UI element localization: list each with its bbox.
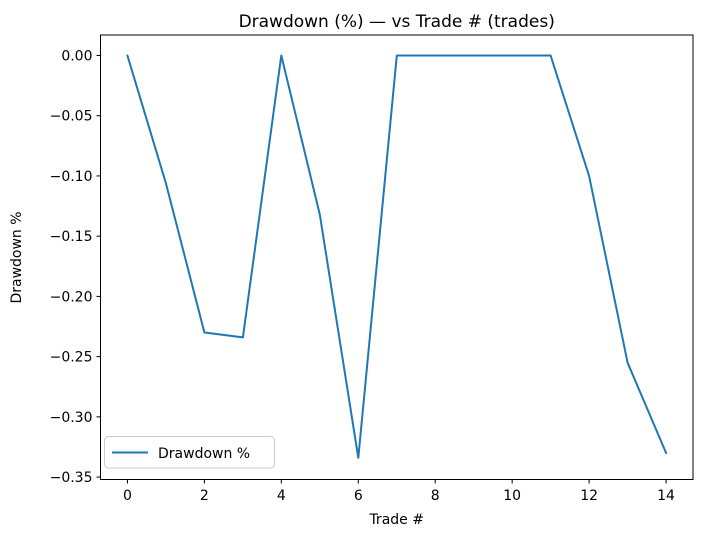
plot-frame bbox=[100, 34, 694, 480]
y-tick-label: −0.35 bbox=[50, 470, 93, 486]
x-tick-label: 8 bbox=[431, 488, 440, 504]
y-tick-label: −0.05 bbox=[50, 109, 93, 125]
x-axis-label: Trade # bbox=[368, 512, 424, 528]
y-tick-label: −0.25 bbox=[50, 350, 93, 366]
x-tick-label: 6 bbox=[354, 488, 363, 504]
x-tick-label: 14 bbox=[657, 488, 675, 504]
y-axis-ticks: 0.00 −0.05 −0.10 −0.15 −0.20 −0.25 −0.30 −0.35 bbox=[50, 48, 101, 486]
y-tick-label: −0.15 bbox=[50, 229, 93, 245]
x-tick-label: 10 bbox=[503, 488, 521, 504]
x-tick-label: 12 bbox=[580, 488, 598, 504]
x-tick-label: 2 bbox=[200, 488, 209, 504]
y-tick-label: −0.20 bbox=[50, 289, 93, 305]
chart-title: Drawdown (%) — vs Trade # (trades) bbox=[239, 12, 555, 32]
y-tick-label: −0.30 bbox=[50, 410, 93, 426]
x-axis-ticks: 0 2 4 6 8 10 12 14 bbox=[123, 479, 675, 504]
x-tick-label: 4 bbox=[277, 488, 286, 504]
legend-label: Drawdown % bbox=[158, 446, 250, 462]
drawdown-series-line bbox=[126, 54, 668, 459]
y-tick-label: 0.00 bbox=[61, 48, 92, 64]
x-tick-label: 0 bbox=[123, 488, 132, 504]
legend-box bbox=[104, 436, 275, 469]
y-tick-label: −0.10 bbox=[50, 169, 93, 185]
y-axis-label: Drawdown % bbox=[9, 211, 25, 303]
legend: Drawdown % bbox=[104, 436, 275, 469]
